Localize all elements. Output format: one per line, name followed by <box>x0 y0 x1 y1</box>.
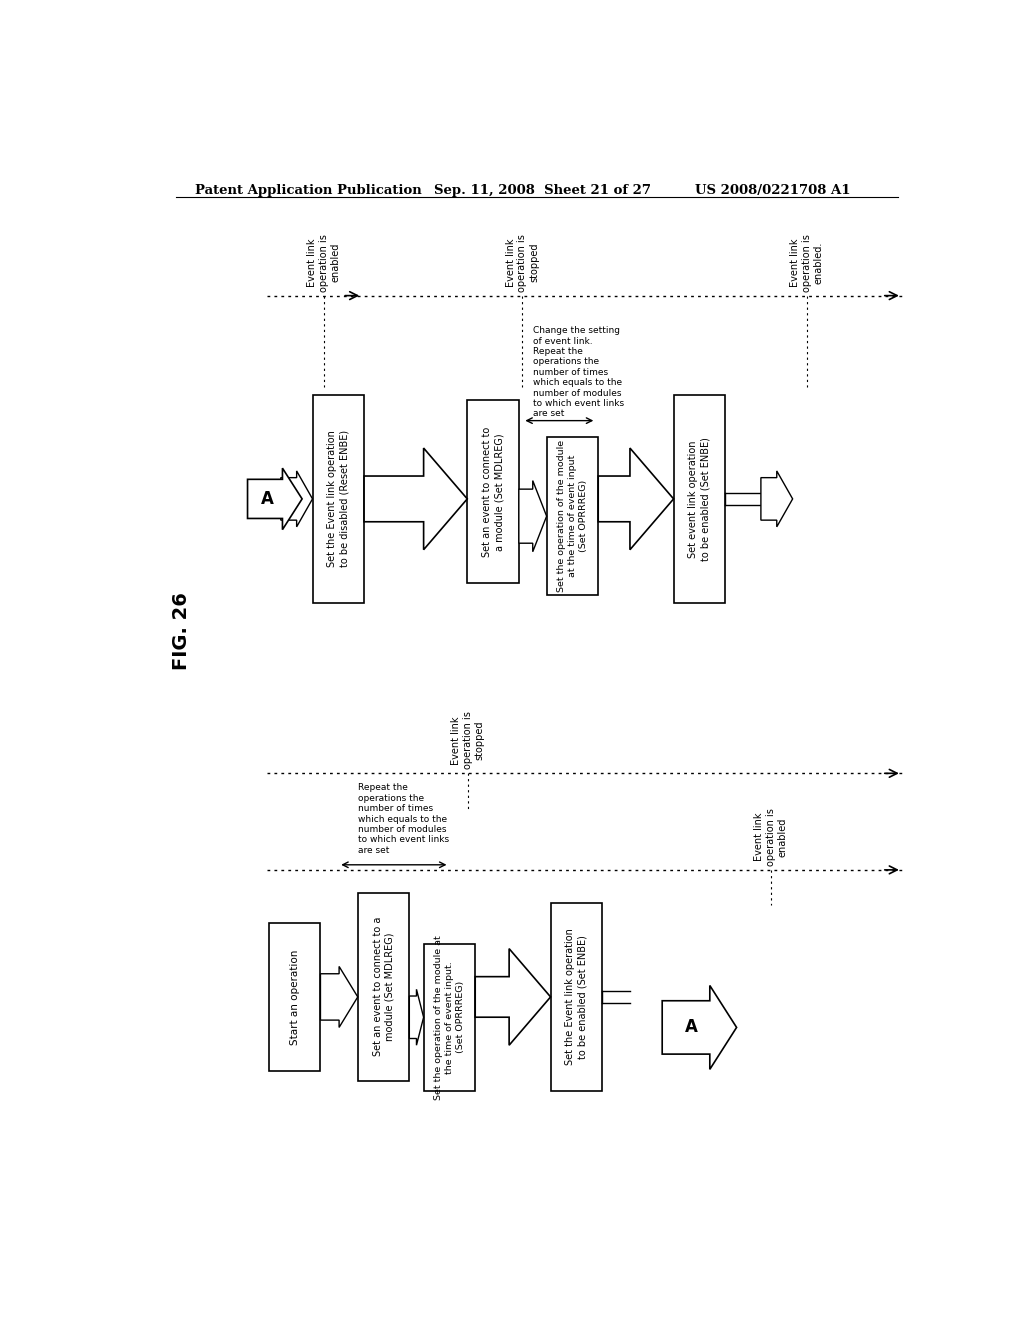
Bar <box>312 395 365 603</box>
Bar <box>547 437 598 595</box>
Bar <box>674 395 725 603</box>
Polygon shape <box>663 986 736 1069</box>
Bar <box>424 944 475 1090</box>
Text: FIG. 26: FIG. 26 <box>172 593 190 671</box>
Bar <box>357 892 410 1081</box>
Polygon shape <box>365 447 467 549</box>
Text: Set the Event link operation
to be disabled (Reset ENBE): Set the Event link operation to be disab… <box>328 430 349 568</box>
Text: Sep. 11, 2008  Sheet 21 of 27: Sep. 11, 2008 Sheet 21 of 27 <box>433 183 650 197</box>
Text: Event link
operation is
stopped: Event link operation is stopped <box>451 711 484 770</box>
Text: Patent Application Publication: Patent Application Publication <box>196 183 422 197</box>
Text: Change the setting
of event link.
Repeat the
operations the
number of times
whic: Change the setting of event link. Repeat… <box>532 326 624 418</box>
Polygon shape <box>761 471 793 527</box>
Bar <box>467 400 519 583</box>
Text: Start an operation: Start an operation <box>290 949 300 1044</box>
Text: Event link
operation is
enabled: Event link operation is enabled <box>755 808 787 866</box>
Text: Repeat the
operations the
number of times
which equals to the
number of modules
: Repeat the operations the number of time… <box>358 784 450 855</box>
Text: A: A <box>260 490 273 508</box>
Polygon shape <box>410 989 424 1045</box>
Bar <box>269 923 321 1071</box>
Polygon shape <box>475 949 551 1045</box>
Text: US 2008/0221708 A1: US 2008/0221708 A1 <box>695 183 851 197</box>
Polygon shape <box>248 469 302 529</box>
Text: Set event link operation
to be enabled (Set ENBE): Set event link operation to be enabled (… <box>688 437 711 561</box>
Polygon shape <box>519 480 547 552</box>
Polygon shape <box>281 471 312 527</box>
Text: Set the operation of the module
at the time of event input
(Set OPRRREG): Set the operation of the module at the t… <box>557 440 588 593</box>
Bar <box>551 903 602 1090</box>
Text: Event link
operation is
enabled: Event link operation is enabled <box>307 234 341 292</box>
Text: Event link
operation is
stopped: Event link operation is stopped <box>506 234 539 292</box>
Text: Set an event to connect to a
module (Set MDLREG): Set an event to connect to a module (Set… <box>373 917 394 1056</box>
Text: Event link
operation is
enabled.: Event link operation is enabled. <box>790 234 823 292</box>
Text: Set the operation of the module at
the time of event input.
(Set OPRRREG): Set the operation of the module at the t… <box>434 935 465 1100</box>
Text: A: A <box>685 1019 698 1036</box>
Text: Set the Event link operation
to be enabled (Set ENBE): Set the Event link operation to be enabl… <box>565 928 588 1065</box>
Polygon shape <box>598 447 674 549</box>
Text: Set an event to connect to
a module (Set MDLREG): Set an event to connect to a module (Set… <box>482 426 504 557</box>
Polygon shape <box>321 966 357 1027</box>
